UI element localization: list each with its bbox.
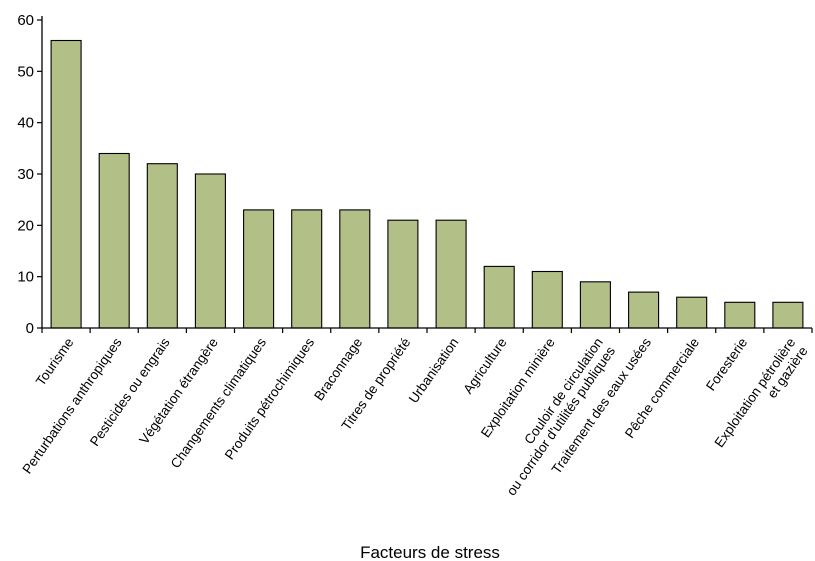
x-tick-label-line: Changements climatiques <box>168 335 270 471</box>
x-tick-label-line: Exploitation pétrolière <box>712 335 799 450</box>
y-tick-label: 30 <box>17 166 34 183</box>
y-tick-label: 0 <box>26 320 34 337</box>
x-tick-label: Tourisme <box>33 335 77 388</box>
bar <box>98 152 130 329</box>
x-tick-label-line: Tourisme <box>33 335 77 388</box>
bar <box>50 39 82 329</box>
x-tick-label: Braconnage <box>311 335 365 403</box>
bar <box>146 163 178 329</box>
bar <box>676 296 708 329</box>
x-axis <box>41 327 813 333</box>
y-axis: 0 10 20 30 40 50 60 <box>17 12 43 337</box>
x-tick-label: Produits pétrochimiques <box>222 335 317 462</box>
bar <box>772 301 804 329</box>
x-tick-label: Foresterie <box>703 335 750 393</box>
x-tick-label-line: Urbanisation <box>406 335 462 406</box>
bar <box>291 209 323 329</box>
bars-group <box>50 39 804 329</box>
y-tick-label: 40 <box>17 115 34 132</box>
x-tick-label-line: Produits pétrochimiques <box>222 335 317 462</box>
x-tick-label: Perturbations anthropiques <box>19 335 124 477</box>
bar <box>628 291 660 329</box>
y-tick-label: 10 <box>17 269 34 286</box>
bar <box>243 209 275 329</box>
bar <box>483 265 515 329</box>
x-tick-label-line: Perturbations anthropiques <box>19 335 124 477</box>
y-tick-label: 20 <box>17 217 34 234</box>
x-axis-title: Facteurs de stress <box>360 543 500 561</box>
bar <box>339 209 371 329</box>
y-tick-label: 60 <box>17 12 34 29</box>
bar <box>531 270 563 329</box>
x-tick-label: Agriculture <box>460 335 509 396</box>
x-tick-label-line: Braconnage <box>311 335 365 403</box>
x-tick-label-line: Agriculture <box>460 335 509 396</box>
bar <box>724 301 756 329</box>
x-tick-label: Changements climatiques <box>168 335 270 471</box>
y-tick-label: 50 <box>17 63 34 80</box>
bar <box>194 173 226 329</box>
bar <box>435 219 467 329</box>
bar <box>387 219 419 329</box>
bar <box>579 281 611 329</box>
x-tick-label: Urbanisation <box>406 335 462 406</box>
x-tick-label-line: Foresterie <box>703 335 750 393</box>
